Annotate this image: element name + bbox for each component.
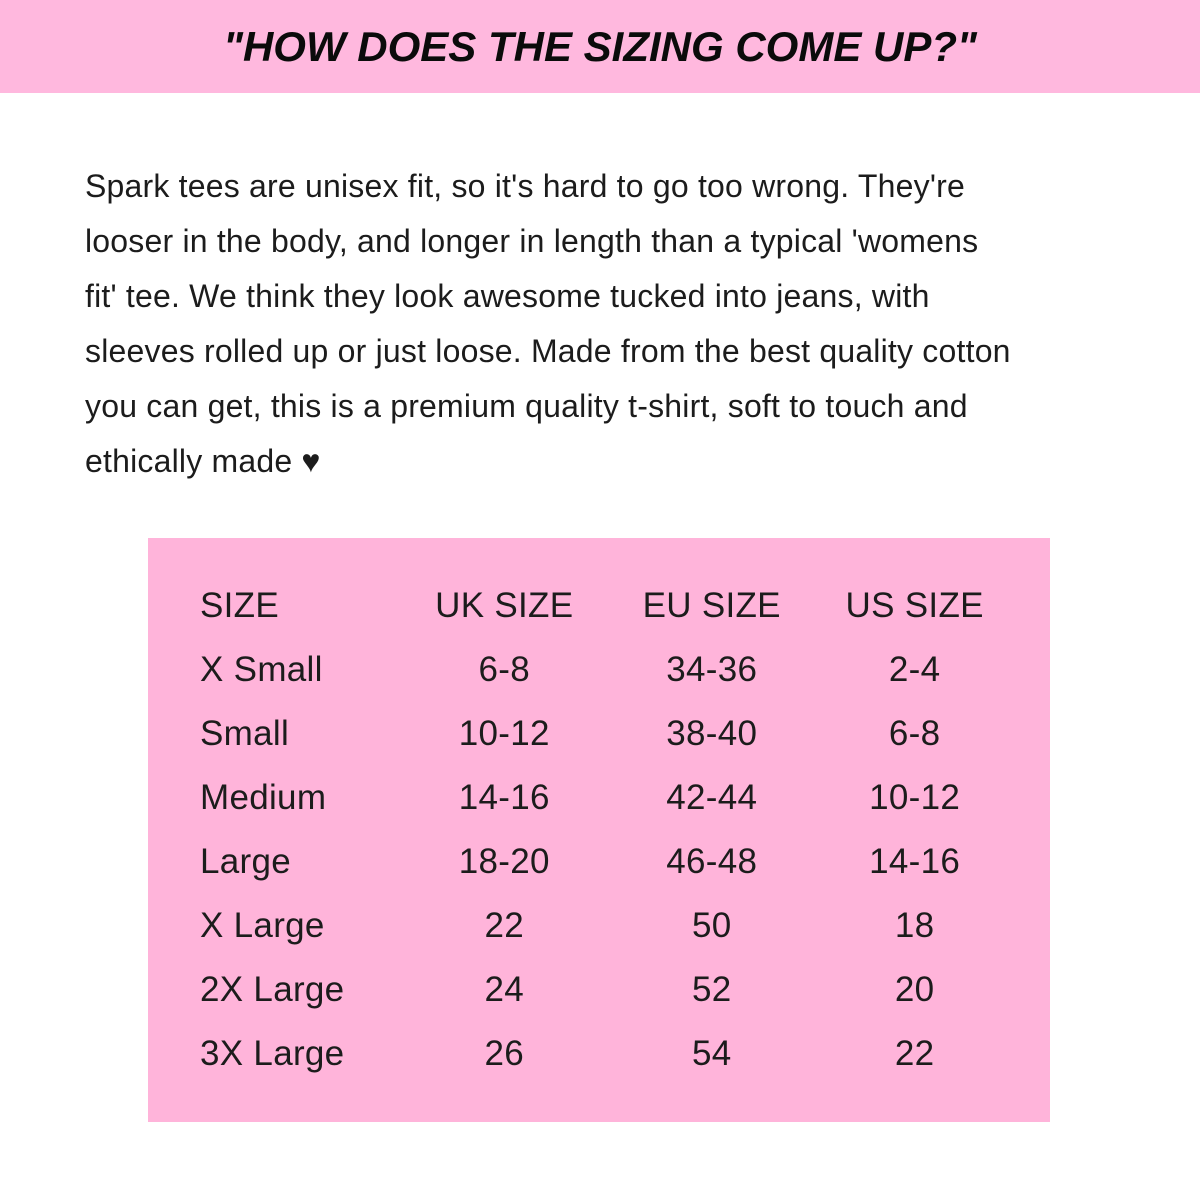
table-row: X Small 6-8 34-36 2-4 [148, 638, 1050, 702]
description-line: Spark tees are unisex fit, so it's hard … [85, 168, 965, 204]
table-row: X Large 22 50 18 [148, 894, 1050, 958]
table-cell: 14-16 [869, 842, 961, 881]
table-row: Small 10-12 38-40 6-8 [148, 702, 1050, 766]
table-row: Large 18-20 46-48 14-16 [148, 830, 1050, 894]
table-cell: 18 [894, 906, 935, 945]
description-line: looser in the body, and longer in length… [85, 223, 979, 259]
table-cell: X Small [200, 650, 323, 689]
table-cell: Medium [200, 778, 327, 817]
column-header-us-size: US SIZE [845, 586, 984, 625]
table-cell: 22 [484, 906, 525, 945]
description-line: you can get, this is a premium quality t… [85, 388, 968, 424]
page-title: "HOW DOES THE SIZING COME UP?" [223, 22, 977, 70]
description-line: fit' tee. We think they look awesome tuc… [85, 278, 930, 314]
header-banner: "HOW DOES THE SIZING COME UP?" [0, 0, 1200, 93]
table-cell: 34-36 [666, 650, 758, 689]
table-header-row: SIZE UK SIZE EU SIZE US SIZE [148, 574, 1050, 638]
description-line: sleeves rolled up or just loose. Made fr… [85, 333, 1011, 369]
description-line-with-heart-icon: ethically made ♥ [85, 443, 321, 479]
table-cell: 52 [691, 970, 732, 1009]
table-cell: 42-44 [666, 778, 758, 817]
table-cell: 2-4 [888, 650, 941, 689]
table-cell: X Large [200, 906, 325, 945]
table-cell: 20 [894, 970, 935, 1009]
table-cell: 46-48 [666, 842, 758, 881]
table-cell: 54 [691, 1034, 732, 1073]
table-cell: 18-20 [458, 842, 550, 881]
table-cell: 3X Large [200, 1034, 345, 1073]
table-cell: 38-40 [666, 714, 758, 753]
table-cell: 50 [691, 906, 732, 945]
table-cell: 26 [484, 1034, 525, 1073]
table-cell: 6-8 [888, 714, 941, 753]
table-row: Medium 14-16 42-44 10-12 [148, 766, 1050, 830]
size-chart-rows: X Small 6-8 34-36 2-4 Small 10-12 38-40 6-8 Medi… [148, 638, 1050, 1086]
description-paragraph: Spark tees are unisex fit, so it's hard … [85, 159, 1125, 489]
table-cell: 10-12 [458, 714, 550, 753]
table-cell: Small [200, 714, 290, 753]
table-cell: 14-16 [458, 778, 550, 817]
column-header-uk-size: UK SIZE [435, 586, 574, 625]
column-header-size: SIZE [200, 586, 279, 625]
table-cell: Large [200, 842, 292, 881]
table-cell: 10-12 [869, 778, 961, 817]
table-row: 2X Large 24 52 20 [148, 958, 1050, 1022]
size-chart-panel: SIZE UK SIZE EU SIZE US SIZE X Small 6-8 3… [148, 538, 1050, 1122]
table-cell: 22 [894, 1034, 935, 1073]
table-cell: 2X Large [200, 970, 345, 1009]
column-header-eu-size: EU SIZE [642, 586, 781, 625]
table-row: 3X Large 26 54 22 [148, 1022, 1050, 1086]
table-cell: 24 [484, 970, 525, 1009]
table-cell: 6-8 [478, 650, 531, 689]
